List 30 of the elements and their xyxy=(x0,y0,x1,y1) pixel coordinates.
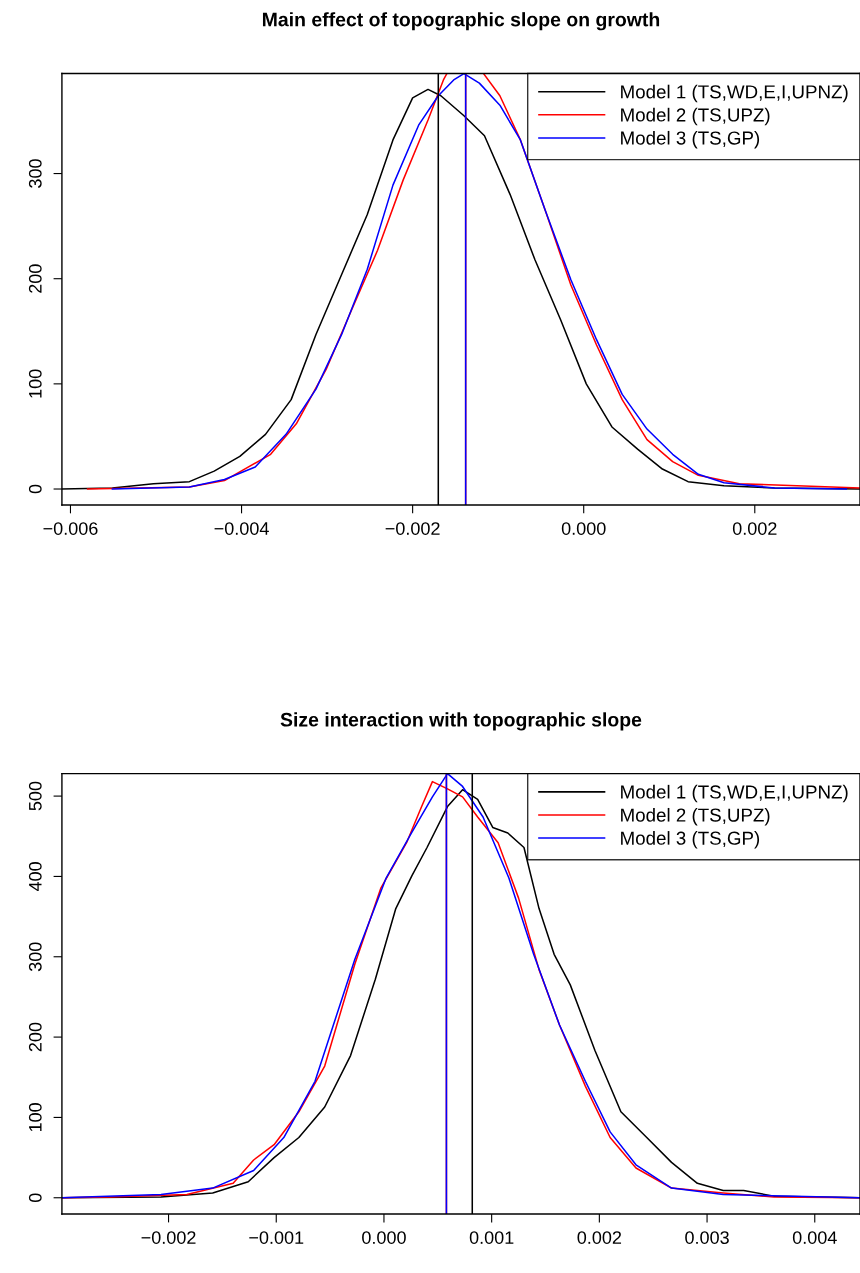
x-tick-label: −0.002 xyxy=(141,1231,196,1244)
y-tick-label: 100 xyxy=(28,1103,42,1132)
x-tick-label: 0.001 xyxy=(469,1231,514,1244)
legend-label: Model 3 (TS,GP) xyxy=(621,831,760,849)
legend-label: Model 2 (TS,UPZ) xyxy=(621,107,770,126)
chart-title: Main effect of topographic slope on growth xyxy=(262,12,660,31)
x-tick-label: 0.004 xyxy=(792,1231,837,1244)
y-tick-label: 200 xyxy=(28,1022,42,1052)
x-tick-label: 0.000 xyxy=(561,522,606,535)
x-tick-label: 0.002 xyxy=(577,1231,622,1244)
y-tick-label: 300 xyxy=(28,159,42,188)
legend-label: Model 3 (TS,GP) xyxy=(621,130,760,149)
x-tick-label: −0.004 xyxy=(214,522,269,535)
y-tick-label: 0 xyxy=(28,1193,42,1203)
x-tick-label: −0.002 xyxy=(385,522,440,535)
legend-label: Model 2 (TS,UPZ) xyxy=(621,807,770,826)
x-tick-label: −0.006 xyxy=(43,522,98,535)
y-tick-label: 300 xyxy=(28,942,42,972)
x-tick-label: 0.003 xyxy=(685,1231,729,1244)
x-tick-label: 0.000 xyxy=(362,1231,406,1244)
x-tick-label: 0.002 xyxy=(732,522,777,535)
chart-title: Size interaction with topographic slope xyxy=(280,712,642,731)
y-tick-label: 0 xyxy=(28,484,42,494)
legend-label: Model 1 (TS,WD,E,I,UPNZ) xyxy=(621,784,848,803)
y-tick-label: 100 xyxy=(28,369,42,398)
y-tick-label: 500 xyxy=(28,781,42,811)
x-tick-label: −0.001 xyxy=(249,1231,304,1244)
y-tick-label: 200 xyxy=(28,264,42,293)
legend-label: Model 1 (TS,WD,E,I,UPNZ) xyxy=(621,84,848,103)
y-tick-label: 400 xyxy=(28,862,42,892)
